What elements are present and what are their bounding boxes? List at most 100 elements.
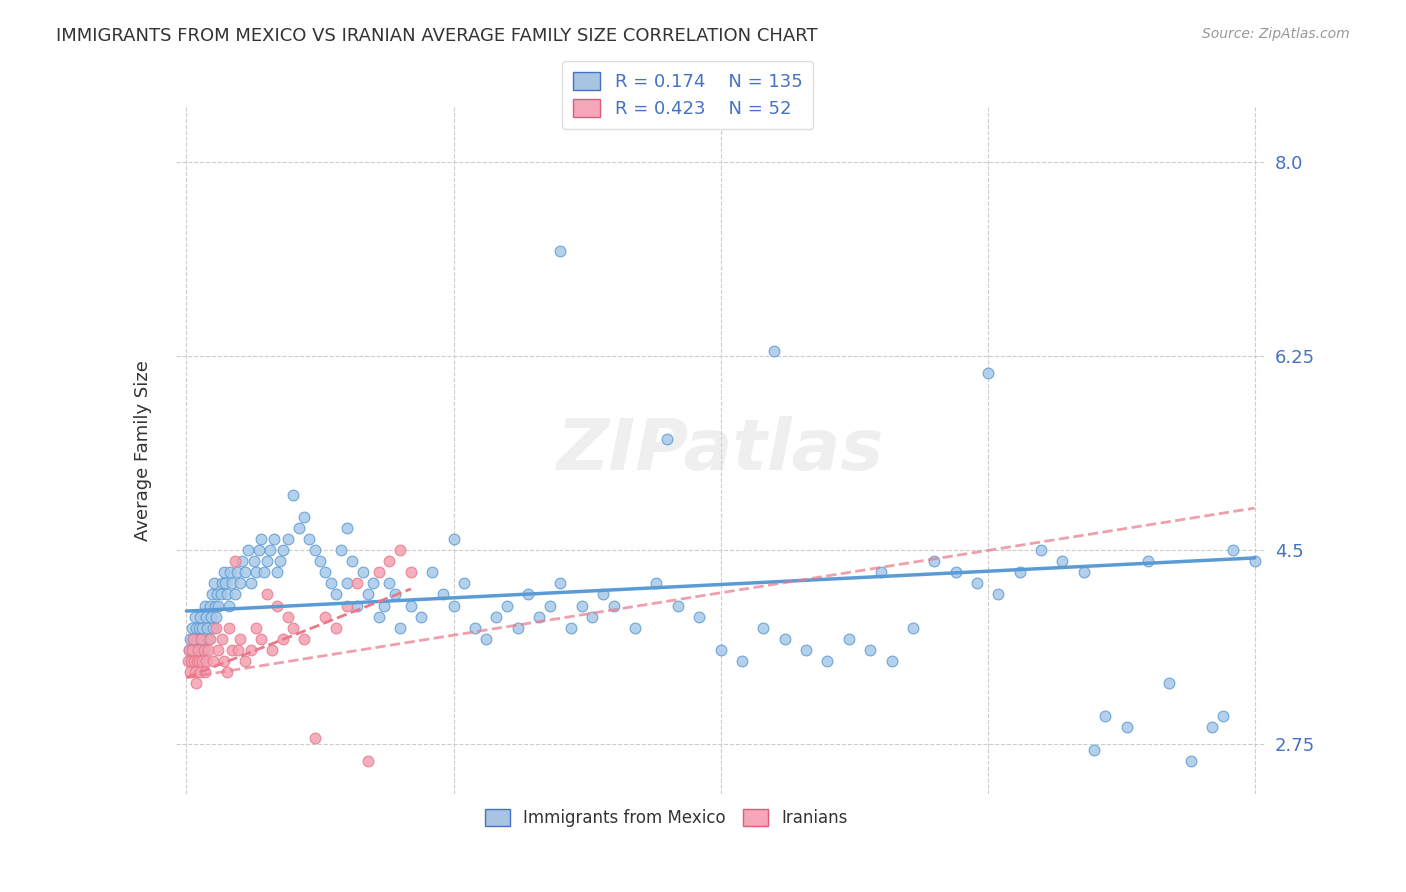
Point xyxy=(201,587,224,601)
Point xyxy=(330,543,353,558)
Point xyxy=(420,566,443,580)
Point xyxy=(560,621,582,635)
Point xyxy=(195,621,218,635)
Point xyxy=(253,566,276,580)
Point xyxy=(224,587,246,601)
Point xyxy=(221,643,243,657)
Point xyxy=(657,433,679,447)
Point xyxy=(188,621,211,635)
Point xyxy=(186,632,208,646)
Point xyxy=(603,599,626,613)
Text: ZIPatlas: ZIPatlas xyxy=(557,416,884,485)
Point xyxy=(256,554,278,568)
Point xyxy=(229,576,252,591)
Point xyxy=(180,654,202,668)
Point xyxy=(1073,566,1095,580)
Point xyxy=(197,643,219,657)
Point xyxy=(966,576,988,591)
Point xyxy=(239,576,262,591)
Point xyxy=(283,621,305,635)
Point xyxy=(266,566,288,580)
Point xyxy=(197,632,219,646)
Point xyxy=(207,643,229,657)
Point xyxy=(1222,543,1244,558)
Point xyxy=(266,599,288,613)
Point xyxy=(259,543,281,558)
Point xyxy=(218,599,240,613)
Point xyxy=(183,643,205,657)
Point xyxy=(378,554,401,568)
Point xyxy=(304,731,326,746)
Point xyxy=(336,521,359,535)
Point xyxy=(688,609,710,624)
Point xyxy=(357,587,380,601)
Point xyxy=(238,543,260,558)
Point xyxy=(357,754,380,768)
Point xyxy=(1159,676,1181,690)
Point xyxy=(211,576,233,591)
Point xyxy=(190,632,212,646)
Point xyxy=(389,543,412,558)
Point xyxy=(214,576,236,591)
Point xyxy=(245,621,267,635)
Point xyxy=(188,654,211,668)
Point xyxy=(292,632,315,646)
Point xyxy=(218,621,240,635)
Point xyxy=(180,643,202,657)
Point xyxy=(1180,754,1202,768)
Point xyxy=(987,587,1010,601)
Point xyxy=(464,621,486,635)
Point xyxy=(200,609,222,624)
Point xyxy=(212,654,235,668)
Point xyxy=(1136,554,1159,568)
Point xyxy=(191,621,214,635)
Point xyxy=(207,587,229,601)
Point xyxy=(269,554,291,568)
Point xyxy=(527,609,550,624)
Text: Source: ZipAtlas.com: Source: ZipAtlas.com xyxy=(1202,27,1350,41)
Point xyxy=(229,632,252,646)
Point xyxy=(378,576,401,591)
Point xyxy=(443,532,465,546)
Point xyxy=(1029,543,1052,558)
Point xyxy=(1243,554,1265,568)
Point xyxy=(815,654,838,668)
Point xyxy=(277,532,299,546)
Point xyxy=(1052,554,1074,568)
Point xyxy=(219,566,242,580)
Point xyxy=(794,643,817,657)
Point xyxy=(224,554,246,568)
Point xyxy=(211,632,233,646)
Point xyxy=(314,609,336,624)
Point xyxy=(193,643,215,657)
Point xyxy=(1094,709,1116,723)
Point xyxy=(581,609,603,624)
Point xyxy=(198,599,221,613)
Point xyxy=(239,643,262,657)
Point xyxy=(194,599,217,613)
Point xyxy=(202,621,225,635)
Point xyxy=(250,532,273,546)
Point xyxy=(346,599,368,613)
Point xyxy=(190,632,212,646)
Point xyxy=(485,609,508,624)
Point xyxy=(550,244,572,258)
Point xyxy=(443,599,465,613)
Point xyxy=(207,599,229,613)
Point xyxy=(181,632,204,646)
Point xyxy=(181,632,204,646)
Point xyxy=(221,576,243,591)
Point xyxy=(346,576,368,591)
Point xyxy=(194,654,217,668)
Point xyxy=(194,609,217,624)
Point xyxy=(183,654,205,668)
Point xyxy=(188,665,211,679)
Point xyxy=(277,609,299,624)
Point xyxy=(184,621,207,635)
Point xyxy=(256,587,278,601)
Point xyxy=(188,609,211,624)
Point xyxy=(1115,720,1137,734)
Point xyxy=(319,576,342,591)
Point xyxy=(212,566,235,580)
Point xyxy=(762,343,785,358)
